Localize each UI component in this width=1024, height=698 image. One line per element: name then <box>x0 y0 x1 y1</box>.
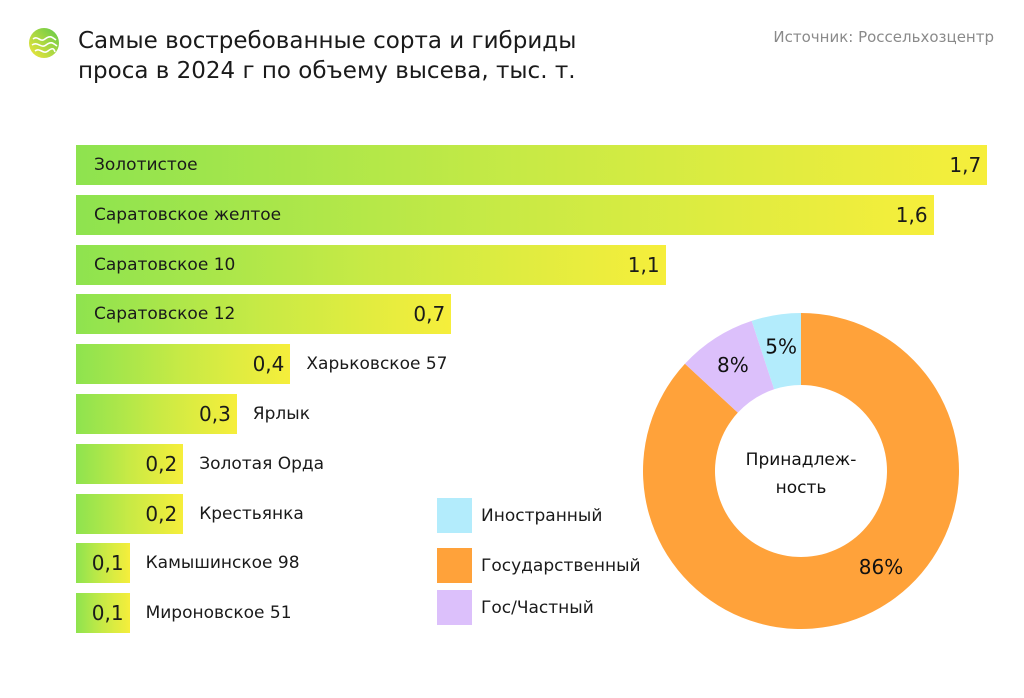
donut-center-label: Принадлеж- <box>746 450 857 470</box>
bar-value-label: 0,1 <box>91 601 124 626</box>
donut-center-label: ность <box>776 478 827 498</box>
bar-value-label: 1,7 <box>949 153 982 177</box>
bar-category-label: Золотая Орда <box>199 453 325 474</box>
title-line-1: Самые востребованные сорта и гибриды <box>78 28 577 54</box>
bar-category-label: Саратовское желтое <box>94 204 282 225</box>
bar-value-label: 0,7 <box>413 302 446 327</box>
slice-value-label: 8% <box>717 353 749 377</box>
bar-value-label: 0,4 <box>252 352 285 377</box>
bar-category-label: Саратовское 12 <box>94 304 236 325</box>
logo-icon <box>29 28 59 58</box>
bar-category-label: Харьковское 57 <box>306 354 448 375</box>
bar: 1,1 Саратовское 10 <box>76 244 666 285</box>
bar: 0,4 <box>76 344 291 385</box>
bar-value-label: 1,1 <box>627 252 660 277</box>
bar-category-label: Крестьянка <box>199 503 304 524</box>
legend-swatch <box>437 590 472 625</box>
bar: 0,3 <box>76 394 237 434</box>
bar-category-label: Ярлык <box>252 404 310 424</box>
bar-value-label: 0,2 <box>145 501 178 526</box>
bar: 0,1 <box>76 543 130 584</box>
bar: 1,7 Золотистое <box>76 145 988 185</box>
bar: 0,1 <box>76 593 130 634</box>
bar-category-label: Мироновское 51 <box>145 603 292 624</box>
source-note: Источник: Россельхозцентр <box>773 28 994 46</box>
title-line-2: проса в 2024 г по объему высева, тыс. т. <box>78 58 576 84</box>
bar-value-label: 0,2 <box>145 451 178 476</box>
bar-category-label: Камышинское 98 <box>145 553 300 574</box>
bar: 1,6 Саратовское желтое <box>76 194 934 235</box>
bar: 0,2 <box>76 443 184 484</box>
slice-value-label: 86% <box>859 555 903 579</box>
legend-label: Государственный <box>481 556 641 576</box>
bar: 0,2 <box>76 493 184 534</box>
donut-slice <box>643 313 960 629</box>
donut-slice <box>751 313 801 390</box>
legend-label: Гос/Частный <box>481 598 594 618</box>
legend-swatch <box>437 548 472 583</box>
bar-category-label: Золотистое <box>94 155 198 175</box>
bar-category-label: Саратовское 10 <box>94 254 236 275</box>
legend-swatch <box>437 498 472 533</box>
bar: 0,7 Саратовское 12 <box>76 294 452 335</box>
slice-value-label: 5% <box>765 335 797 359</box>
bar-value-label: 0,3 <box>198 402 231 426</box>
legend-label: Иностранный <box>481 506 603 526</box>
bar-value-label: 0,1 <box>91 551 124 576</box>
chart-title: Самые востребованные сорта и гибриды про… <box>78 26 576 86</box>
donut-slice <box>684 320 775 413</box>
bar-value-label: 1,6 <box>895 202 928 227</box>
